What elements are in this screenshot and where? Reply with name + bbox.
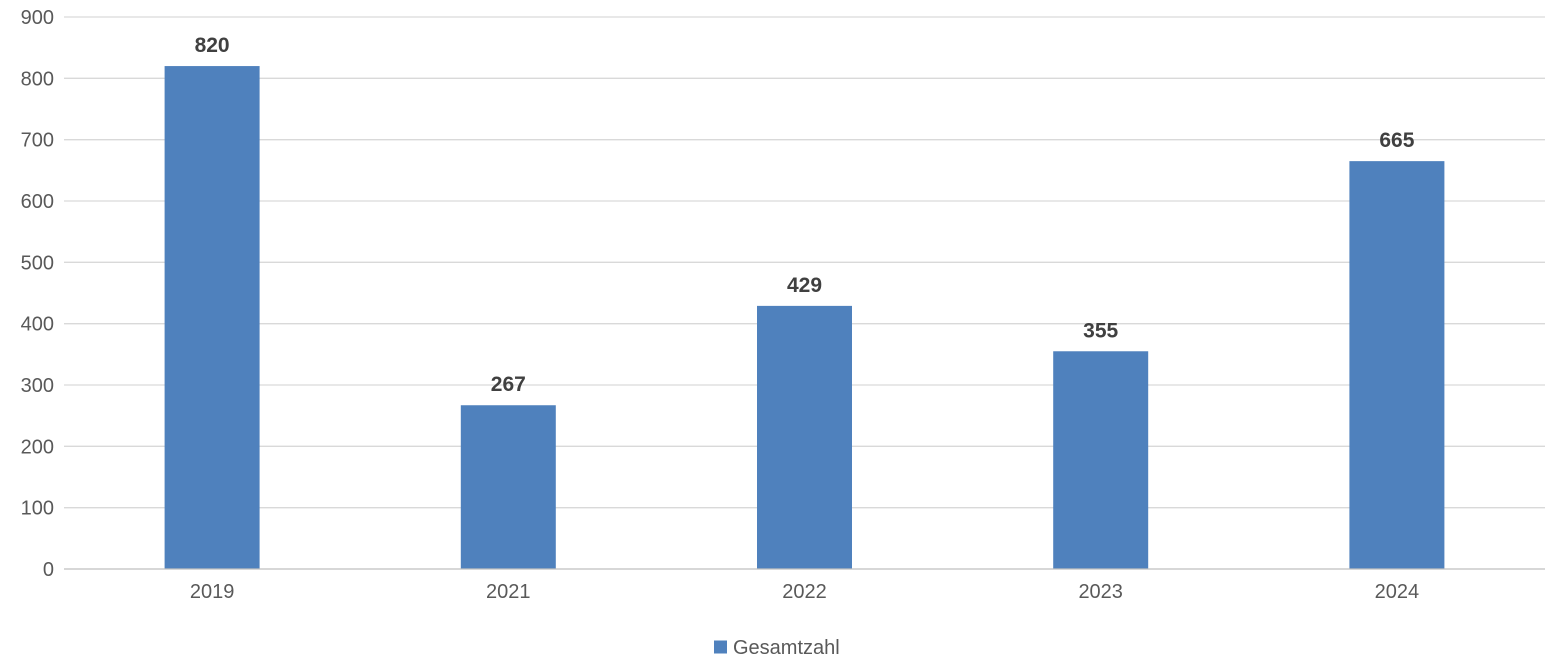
- bar-2023: [1053, 351, 1149, 569]
- bar-2024: [1349, 161, 1445, 569]
- legend: Gesamtzahl: [714, 637, 840, 659]
- y-tick-label: 900: [21, 7, 54, 29]
- bar-2019: [164, 66, 260, 570]
- y-tick-label: 700: [21, 130, 54, 152]
- x-tick-label: 2021: [486, 581, 531, 603]
- y-tick-label: 500: [21, 252, 54, 274]
- data-labels: 820 267 429 355 665: [195, 34, 1415, 396]
- data-label-2021: 267: [491, 373, 526, 396]
- data-label-2022: 429: [787, 274, 822, 297]
- x-tick-label: 2023: [1078, 581, 1123, 603]
- y-tick-label: 0: [43, 559, 54, 581]
- x-tick-label: 2022: [782, 581, 827, 603]
- data-label-2019: 820: [195, 34, 230, 57]
- gridlines: [64, 16, 1545, 509]
- x-tick-label: 2019: [190, 581, 235, 603]
- y-tick-label: 400: [21, 314, 54, 336]
- y-tick-label: 100: [21, 498, 54, 520]
- bar-2021: [460, 405, 556, 569]
- axes: 0 100 200 300 400 500 600 700 800 900 2019 2021 2022…: [21, 7, 1545, 603]
- bar-series: [164, 66, 1445, 570]
- data-label-2024: 665: [1379, 129, 1414, 152]
- x-tick-label: 2024: [1375, 581, 1420, 603]
- legend-label: Gesamtzahl: [733, 637, 840, 659]
- y-tick-label: 300: [21, 375, 54, 397]
- y-tick-label: 200: [21, 436, 54, 458]
- legend-swatch: [714, 640, 727, 654]
- y-tick-label: 600: [21, 191, 54, 213]
- y-tick-label: 800: [21, 68, 54, 90]
- bar-2022: [757, 305, 852, 569]
- data-label-2023: 355: [1083, 319, 1118, 342]
